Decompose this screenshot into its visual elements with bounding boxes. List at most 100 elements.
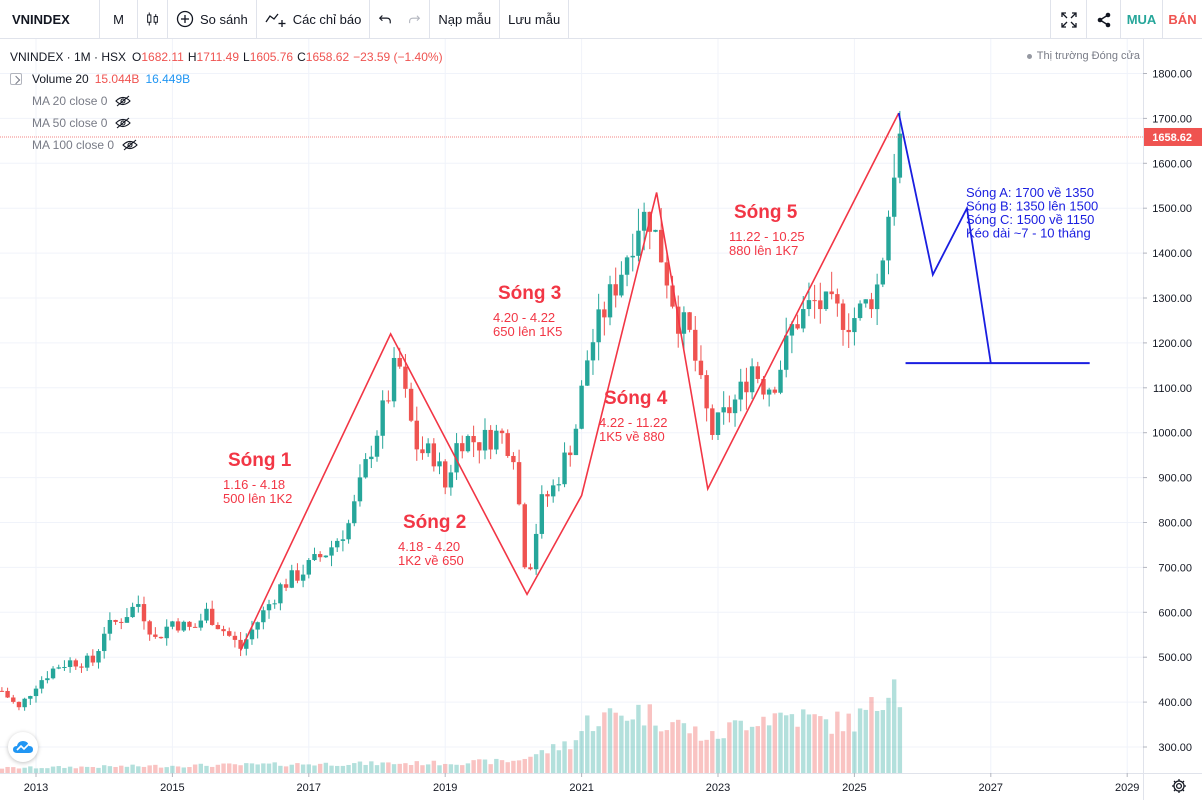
candle-body [607, 284, 613, 318]
candle-body [5, 690, 10, 698]
volume-bar [369, 761, 374, 773]
candle-body [573, 428, 579, 456]
volume-bar [136, 766, 141, 773]
candle-body [801, 309, 806, 329]
close-key: C [297, 50, 306, 64]
time-axis[interactable]: 2013 2015 2017 2019 2021 2023 2025 2027 2029 [0, 773, 1202, 794]
volume-bar [528, 756, 533, 773]
volume-bar [249, 763, 255, 773]
volume-bar [738, 720, 743, 773]
eye-hidden-icon[interactable] [115, 95, 132, 107]
volume-bar [62, 767, 67, 773]
compare-button[interactable]: So sánh [168, 0, 257, 39]
ma50-row[interactable]: MA 50 close 0 [32, 112, 443, 134]
volume-bar [880, 710, 886, 773]
volume-bar [153, 764, 158, 773]
candle-body [261, 610, 266, 623]
volume-histogram [0, 679, 903, 773]
candle-body [823, 291, 829, 310]
candle-body [522, 504, 527, 568]
volume-bar [346, 764, 351, 773]
volume-bar [869, 697, 874, 773]
volume-bar [448, 764, 454, 773]
volume-bar [272, 762, 277, 773]
candle-body [102, 633, 107, 652]
volume-bar [590, 731, 596, 773]
buy-button[interactable]: MUA [1120, 0, 1162, 39]
candle-body [130, 606, 135, 618]
candle-body [772, 389, 778, 393]
volume-bar [238, 765, 243, 773]
candle-body [73, 660, 78, 667]
settings-button[interactable] [1164, 774, 1194, 798]
volume-bar [505, 762, 510, 773]
wave-desc: 500 lên 1K2 [223, 491, 292, 506]
eye-hidden-icon[interactable] [122, 139, 138, 151]
fullscreen-button[interactable] [1050, 0, 1086, 39]
candle-body [516, 462, 522, 505]
candle-body [227, 631, 232, 636]
candle-body [857, 303, 863, 319]
volume-bar [585, 715, 590, 773]
high-key: H [187, 50, 197, 64]
open-value: 1682.11 [141, 50, 184, 64]
candle-body [255, 622, 260, 630]
candle-body [425, 443, 431, 454]
undo-button[interactable] [370, 0, 400, 39]
volume-bar [50, 766, 56, 773]
last-price-label: 1658.62 [1152, 132, 1192, 144]
candle-body [818, 300, 823, 310]
collapse-toggle[interactable] [10, 73, 22, 85]
candle-body [374, 435, 380, 457]
sell-button[interactable]: BÁN [1162, 0, 1202, 39]
candle-body [28, 696, 33, 699]
indicators-button[interactable]: Các chỉ báo [257, 0, 371, 39]
volume-bar [488, 764, 493, 773]
volume-bar [329, 765, 334, 773]
volume-bar [471, 760, 476, 773]
candle-body [352, 501, 357, 524]
tradingview-logo-button[interactable] [8, 732, 38, 762]
volume-bar [499, 760, 505, 773]
share-button[interactable] [1086, 0, 1120, 39]
ma20-row[interactable]: MA 20 close 0 [32, 90, 443, 112]
eye-hidden-icon[interactable] [115, 117, 132, 129]
price-tick-label: 1400.00 [1152, 248, 1192, 260]
wave-desc: 1K5 về 880 [599, 429, 665, 444]
candle-body [170, 621, 175, 627]
price-axis[interactable]: 300.00 400.00 500.00 600.00 700.00 800.00 900.… [1143, 39, 1202, 800]
candle-body [397, 357, 402, 367]
price-tick-label: 500.00 [1158, 652, 1192, 664]
save-template-button[interactable]: Lưu mẫu [500, 0, 570, 39]
price-tick-label: 700.00 [1158, 562, 1192, 574]
candle-body [840, 303, 846, 330]
chart-style-button[interactable] [138, 0, 168, 39]
candle-body [681, 312, 687, 334]
volume-bar [624, 720, 630, 773]
time-tick-label: 2023 [706, 782, 730, 794]
volume-bar [227, 763, 232, 773]
ma100-row[interactable]: MA 100 close 0 [32, 134, 443, 156]
price-chart[interactable]: 300.00 400.00 500.00 600.00 700.00 800.00 900.… [0, 39, 1202, 800]
candle-body [624, 257, 630, 275]
load-template-button[interactable]: Nạp mẫu [430, 0, 501, 39]
volume-bar [397, 763, 402, 773]
volume-bar [721, 738, 726, 773]
wave-title: Sóng 5 [734, 202, 798, 223]
redo-button[interactable] [400, 0, 431, 39]
volume-bar [835, 711, 840, 773]
candle-body [670, 285, 675, 307]
candle-body [39, 680, 44, 689]
candle-body [613, 284, 618, 296]
volume-bar [261, 763, 266, 773]
candle-body [590, 342, 596, 361]
share-icon [1097, 12, 1110, 27]
volume-bar [710, 731, 715, 773]
volume-bar [28, 766, 33, 773]
volume-bar [141, 766, 147, 773]
candle-body [641, 211, 647, 231]
symbol-search[interactable]: VNINDEX [0, 0, 100, 39]
price-tick-label: 1100.00 [1153, 383, 1192, 395]
abc-projection-line [897, 112, 992, 364]
interval-button[interactable]: M [100, 0, 138, 39]
